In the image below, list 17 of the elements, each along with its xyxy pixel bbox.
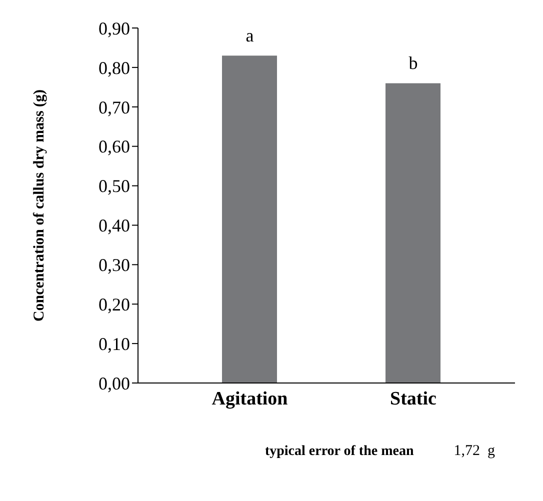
y-tick-label: 0,60 <box>98 136 130 157</box>
x-tick-label: Static <box>390 388 436 410</box>
y-tick-label: 0,30 <box>98 255 130 276</box>
y-axis-title: Concentration of callus dry mass (g) <box>31 89 48 322</box>
y-tick-label: 0,10 <box>98 334 130 354</box>
y-tick-label: 0,00 <box>98 373 130 394</box>
text: typical error of the mean <box>264 444 414 460</box>
annotation: b <box>408 53 418 74</box>
y-tick-label: 0,40 <box>98 216 130 236</box>
y-tick-label: 0,80 <box>98 58 130 78</box>
y-tick-label: 0,90 <box>98 18 130 38</box>
y-tick-label: 0,70 <box>98 97 130 118</box>
text: 1,72 g <box>454 443 495 460</box>
y-tick-label: 0,50 <box>98 176 130 196</box>
x-tick-label: Agitation <box>212 388 288 410</box>
y-tick-label: 0,20 <box>98 294 130 314</box>
annotation: a <box>246 26 254 46</box>
